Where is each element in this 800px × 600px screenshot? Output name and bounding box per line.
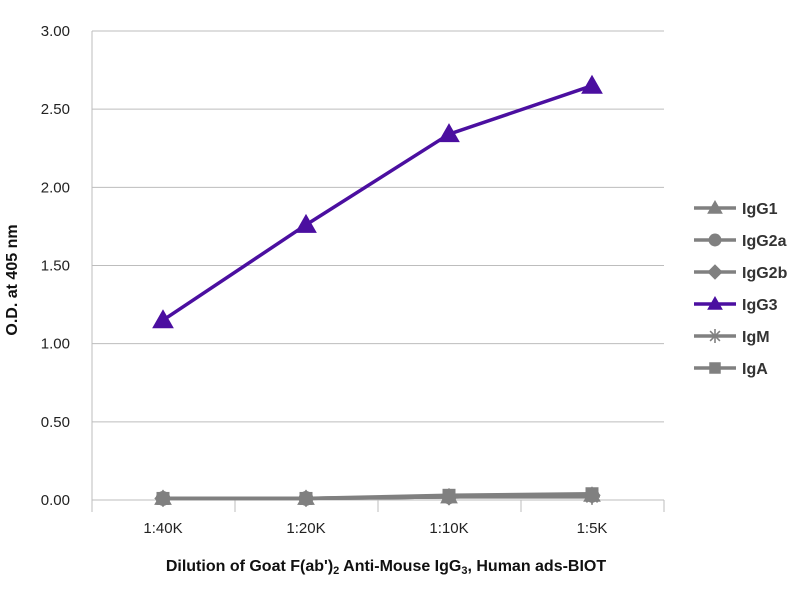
- legend-label: IgG2a: [742, 233, 787, 250]
- series-line-igg3: [162, 84, 593, 322]
- y-tick-label: 0.00: [41, 492, 70, 509]
- legend-item-iga: IgA: [694, 361, 768, 378]
- y-tick-label: 3.00: [41, 23, 70, 40]
- legend-label: IgG3: [742, 297, 778, 314]
- x-axis-title-subscript: 2: [333, 565, 339, 577]
- legend-marker: [708, 233, 722, 247]
- x-axis-title-part: Anti-Mouse IgG: [339, 558, 461, 575]
- data-point-igg3: [152, 309, 174, 329]
- legend-item-igg2a: IgG2a: [694, 233, 787, 250]
- legend-item-igg3: IgG3: [694, 295, 778, 314]
- legend-marker: [709, 362, 721, 374]
- series-line-iga: [163, 491, 593, 501]
- x-axis-title-subscript: 3: [461, 565, 467, 577]
- y-tick-label: 2.00: [41, 179, 70, 196]
- x-tick-label: 1:40K: [143, 520, 182, 537]
- legend-marker: [707, 199, 723, 214]
- legend-label: IgM: [742, 329, 770, 346]
- y-tick-label: 1.50: [41, 258, 70, 275]
- legend-marker: [707, 295, 723, 310]
- legend-label: IgG2b: [742, 265, 788, 282]
- y-tick-label: 2.50: [41, 101, 70, 118]
- y-tick-labels: 0.00 0.50 1.00 1.50 2.00 2.50 3.00: [41, 23, 70, 509]
- data-point-igg3: [295, 213, 317, 233]
- legend: IgG1 IgG2a IgG2b IgG3 IgM IgA: [694, 199, 788, 378]
- data-point-igg3: [581, 74, 603, 94]
- legend-item-igm: IgM: [694, 329, 770, 346]
- legend-label: IgA: [742, 361, 768, 378]
- y-tick-label: 0.50: [41, 414, 70, 431]
- legend-marker: [707, 264, 723, 280]
- x-axis-title-part: , Human ads-BIOT: [467, 558, 606, 575]
- legend-marker: [708, 329, 722, 343]
- y-axis-title: O.D. at 405 nm: [4, 224, 21, 335]
- series-group: [152, 74, 603, 508]
- x-axis-title-part: Dilution of Goat F(ab'): [166, 558, 333, 575]
- grid-lines: [91, 30, 665, 512]
- legend-label: IgG1: [742, 201, 778, 218]
- x-tick-label: 1:10K: [429, 520, 468, 537]
- data-point-igg3: [438, 123, 460, 143]
- x-tick-label: 1:5K: [577, 520, 608, 537]
- data-point-iga: [156, 491, 170, 505]
- series-iga: [156, 487, 599, 505]
- legend-item-igg2b: IgG2b: [694, 264, 788, 282]
- data-point-iga: [299, 491, 313, 505]
- y-tick-label: 1.00: [41, 336, 70, 353]
- x-tick-label: 1:20K: [286, 520, 325, 537]
- data-point-iga: [442, 488, 456, 502]
- data-point-iga: [585, 487, 599, 501]
- x-tick-labels: 1:40K 1:20K 1:10K 1:5K: [143, 520, 607, 537]
- legend-item-igg1: IgG1: [694, 199, 778, 218]
- series-igg3: [152, 74, 603, 329]
- x-axis-title: Dilution of Goat F(ab')2 Anti-Mouse IgG3…: [166, 558, 607, 577]
